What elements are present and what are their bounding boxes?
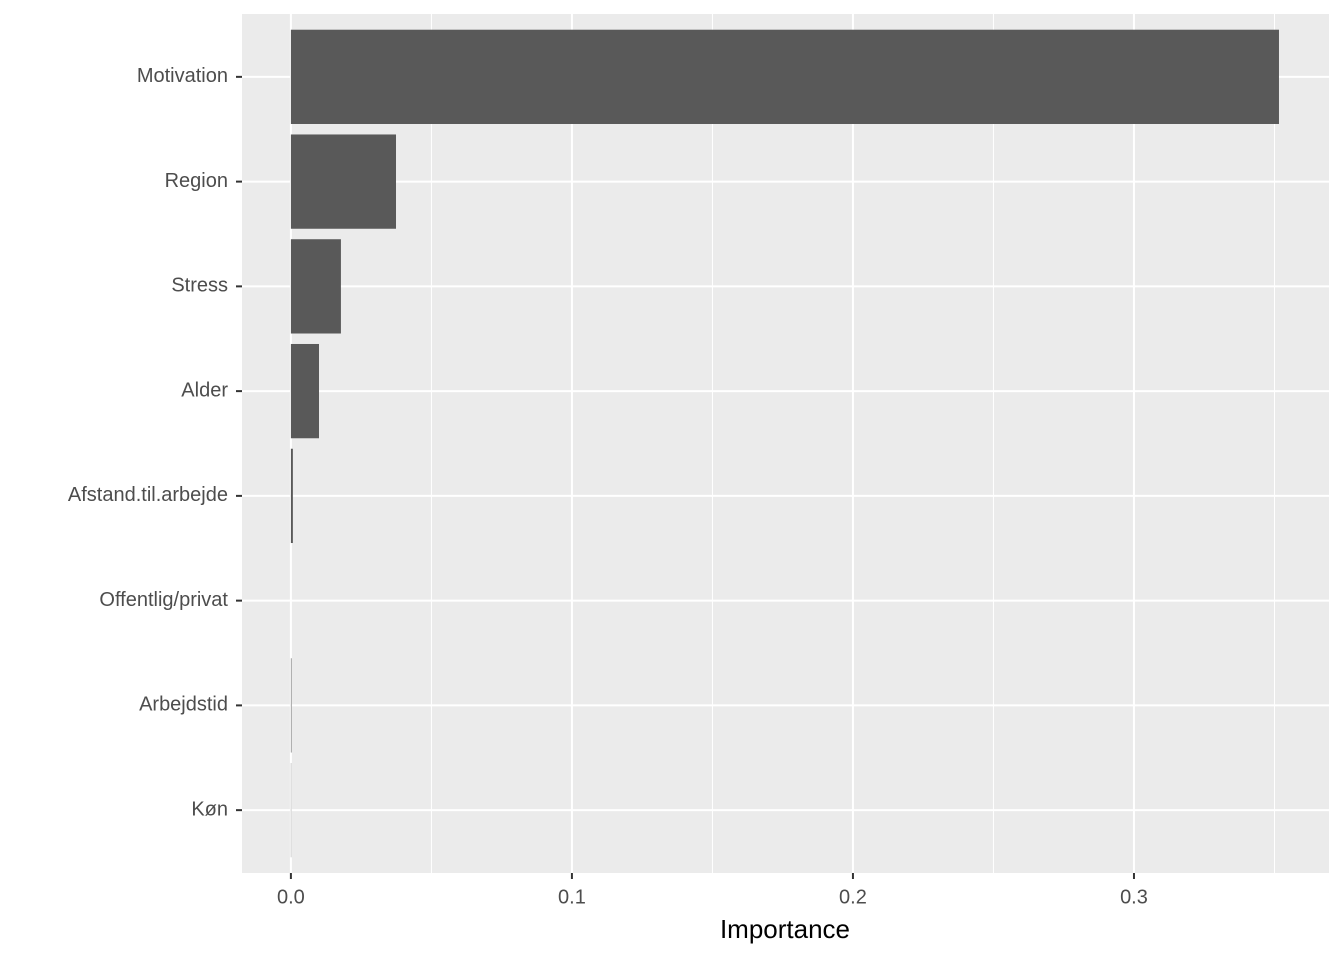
bar	[290, 134, 397, 229]
y-tick-label: Alder	[181, 379, 228, 401]
y-tick-label: Køn	[191, 798, 228, 820]
bar	[290, 239, 341, 334]
bar	[290, 29, 1279, 124]
y-tick-label: Stress	[171, 275, 228, 297]
y-tick-label: Region	[165, 170, 228, 192]
y-tick-label: Offentlig/privat	[99, 589, 228, 611]
y-tick-label: Motivation	[137, 65, 228, 87]
bar	[290, 343, 320, 439]
x-tick-label: 0.3	[1120, 886, 1148, 908]
x-axis-label: Importance	[720, 914, 850, 944]
y-tick-label: Arbejdstid	[139, 694, 228, 716]
x-tick-label: 0.1	[558, 886, 586, 908]
y-tick-label: Afstand.til.arbejde	[68, 484, 228, 506]
x-tick-label: 0.0	[277, 886, 305, 908]
panel	[242, 14, 1329, 873]
bar	[290, 658, 292, 753]
bar	[290, 448, 293, 544]
x-tick-label: 0.2	[839, 886, 867, 908]
